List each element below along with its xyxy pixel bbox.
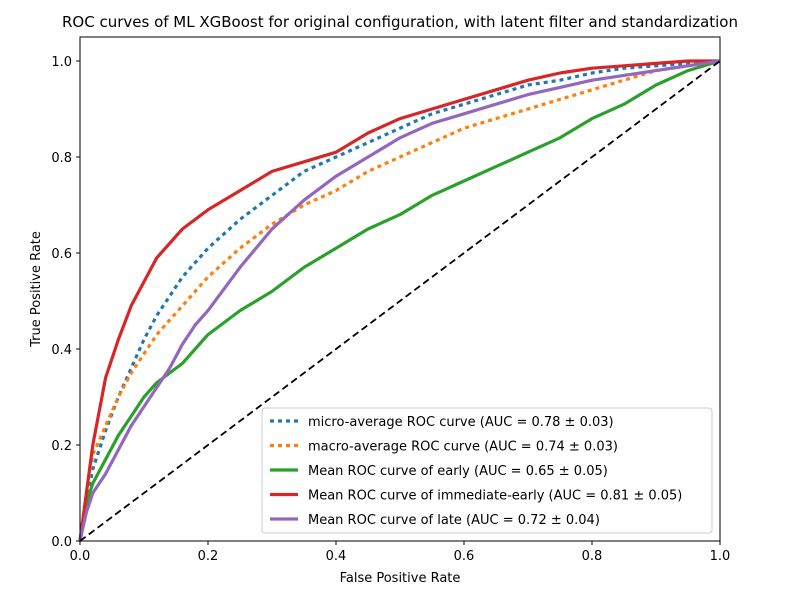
x-axis-ticks: 0.0 0.2 0.4 0.6 0.8 1.0 — [70, 541, 731, 564]
series-line-4 — [78, 59, 721, 542]
chance-diagonal-line — [79, 60, 721, 542]
x-axis-label: False Positive Rate — [340, 571, 461, 586]
legend: micro-average ROC curve (AUC = 0.78 ± 0.… — [261, 407, 713, 534]
legend-label-2: Mean ROC curve of early (AUC = 0.65 ± 0.… — [308, 464, 608, 479]
x-tick-label: 0.0 — [70, 549, 91, 564]
legend-label-0: micro-average ROC curve (AUC = 0.78 ± 0.… — [308, 415, 614, 430]
y-axis-ticks: 0.0 0.2 0.4 0.6 0.8 1.0 — [51, 55, 80, 550]
chart-title: ROC curves of ML XGBoost for original co… — [62, 13, 738, 31]
x-tick-label: 0.4 — [326, 549, 347, 564]
legend-entries: micro-average ROC curve (AUC = 0.78 ± 0.… — [270, 415, 682, 528]
series-layer — [78, 59, 721, 542]
y-tick-label: 0.2 — [51, 439, 72, 454]
y-tick-label: 0.8 — [51, 151, 72, 166]
legend-box — [261, 407, 713, 534]
x-tick-label: 0.6 — [454, 549, 475, 564]
y-tick-label: 0.0 — [51, 535, 72, 550]
legend-label-4: Mean ROC curve of late (AUC = 0.72 ± 0.0… — [308, 513, 600, 528]
series-line-0 — [78, 59, 721, 542]
y-axis-label: True Positive Rate — [29, 231, 44, 348]
x-tick-label: 0.8 — [582, 549, 603, 564]
x-tick-label: 1.0 — [710, 549, 731, 564]
legend-label-1: macro-average ROC curve (AUC = 0.74 ± 0.… — [308, 440, 618, 455]
legend-label-3: Mean ROC curve of immediate-early (AUC =… — [308, 489, 682, 504]
series-line-3 — [78, 59, 720, 542]
y-tick-label: 0.4 — [51, 343, 72, 358]
y-tick-label: 1.0 — [51, 55, 72, 70]
plot-frame — [79, 36, 721, 542]
y-tick-label: 0.6 — [51, 247, 72, 262]
x-tick-label: 0.2 — [198, 549, 219, 564]
series-line-2 — [78, 59, 721, 542]
